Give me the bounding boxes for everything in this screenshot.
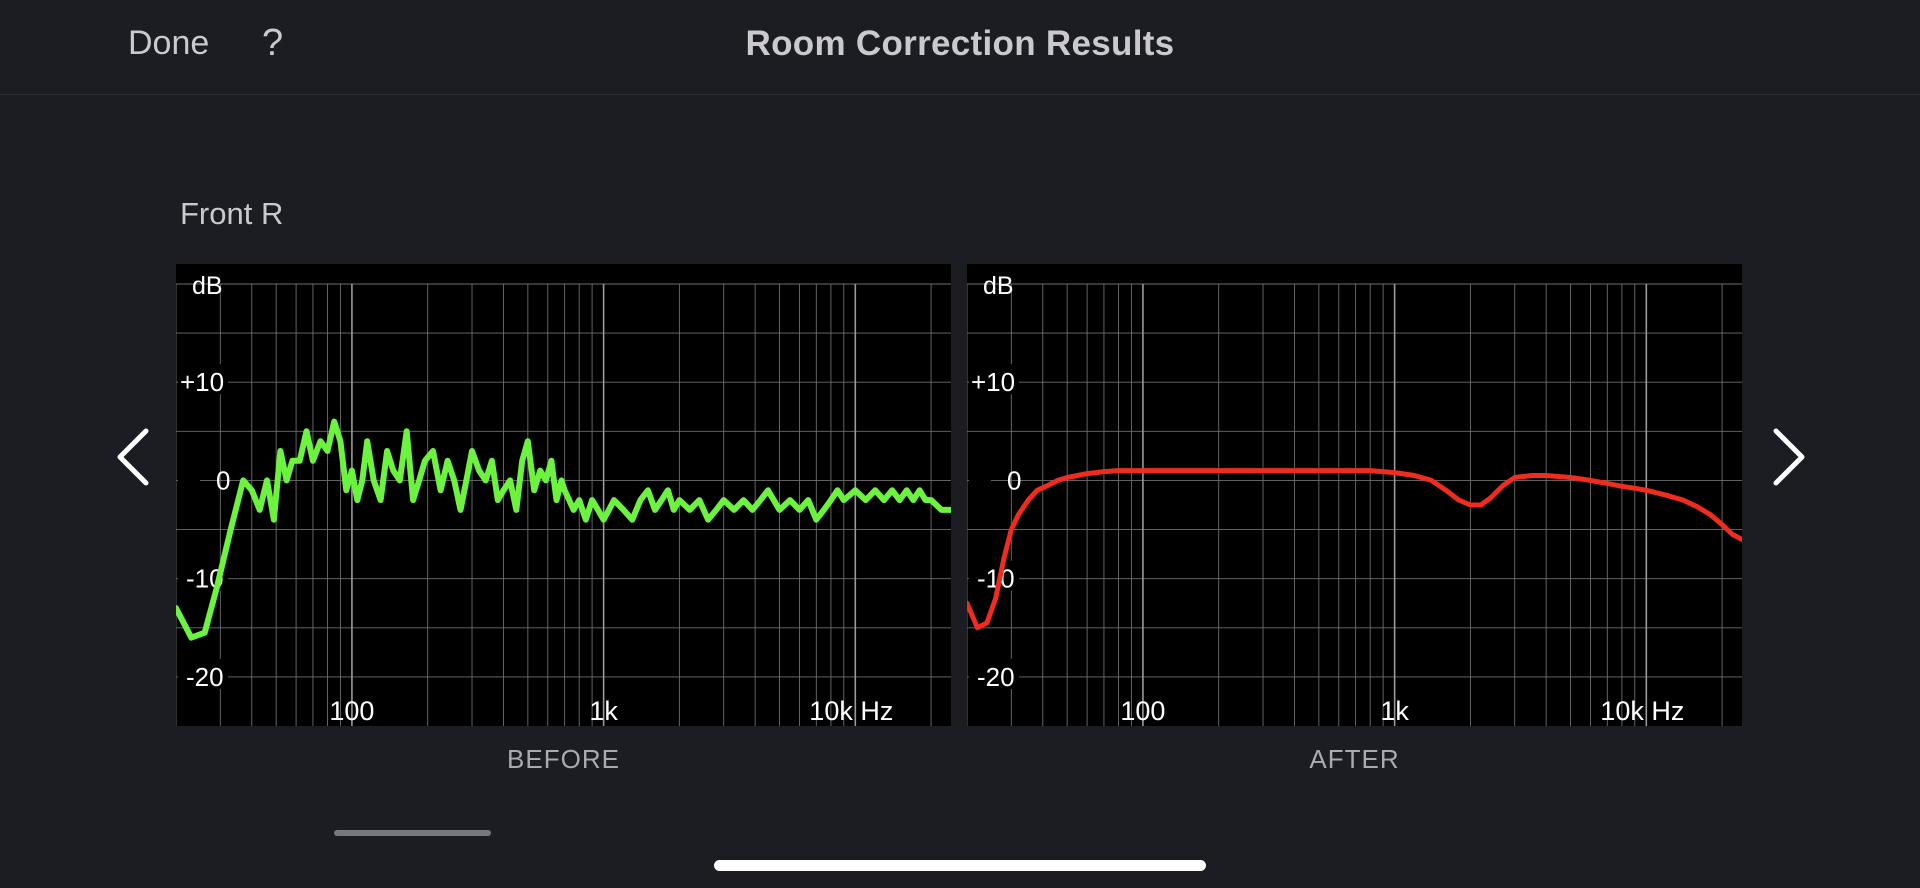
y-tick-label-bg xyxy=(969,658,1019,689)
y-axis-unit-label: dB xyxy=(983,272,1014,300)
after-caption: AFTER xyxy=(1309,744,1400,774)
y-tick-label-bg xyxy=(969,462,991,493)
x-tick-label: 100 xyxy=(1120,696,1165,726)
y-tick-label: +10 xyxy=(180,367,224,397)
previous-channel-button[interactable] xyxy=(110,425,160,489)
y-axis-unit-label: dB xyxy=(192,272,223,300)
channel-name: Front R xyxy=(180,196,284,231)
chevron-left-icon xyxy=(117,428,149,486)
y-tick-label-bg xyxy=(969,364,1019,395)
after-chart: dB +10 0 -10 -20 100 1k 10k Hz xyxy=(967,264,1742,726)
y-tick-label: 0 xyxy=(1007,465,1021,495)
y-tick-label: -20 xyxy=(186,662,224,692)
y-tick-label: +10 xyxy=(971,367,1015,397)
page-scroll-indicator xyxy=(334,830,491,836)
x-tick-label: 1k xyxy=(1380,696,1409,726)
y-tick-label-bg xyxy=(178,658,228,689)
page-title: Room Correction Results xyxy=(745,24,1175,63)
before-chart: dB +10 0 -10 -20 100 1k 10k Hz xyxy=(176,264,951,726)
before-response-curve xyxy=(176,418,951,641)
next-channel-button[interactable] xyxy=(1762,425,1812,489)
help-button[interactable]: ? xyxy=(262,22,284,64)
y-tick-label: -20 xyxy=(977,662,1015,692)
after-response-curve xyxy=(967,468,1742,631)
top-bar: Done ? Room Correction Results xyxy=(0,0,1920,95)
x-tick-label: 10k Hz xyxy=(1600,696,1684,726)
done-button[interactable]: Done xyxy=(128,24,210,62)
y-tick-label-bg xyxy=(178,364,228,395)
before-caption: BEFORE xyxy=(507,744,620,774)
y-tick-label-bg xyxy=(969,560,1019,591)
home-indicator[interactable] xyxy=(714,860,1206,871)
x-tick-label: 100 xyxy=(329,696,374,726)
chevron-right-icon xyxy=(1773,428,1805,486)
y-tick-label: 0 xyxy=(216,465,230,495)
y-tick-label-bg xyxy=(178,462,200,493)
x-tick-label: 1k xyxy=(589,696,618,726)
x-tick-label: 10k Hz xyxy=(809,696,893,726)
